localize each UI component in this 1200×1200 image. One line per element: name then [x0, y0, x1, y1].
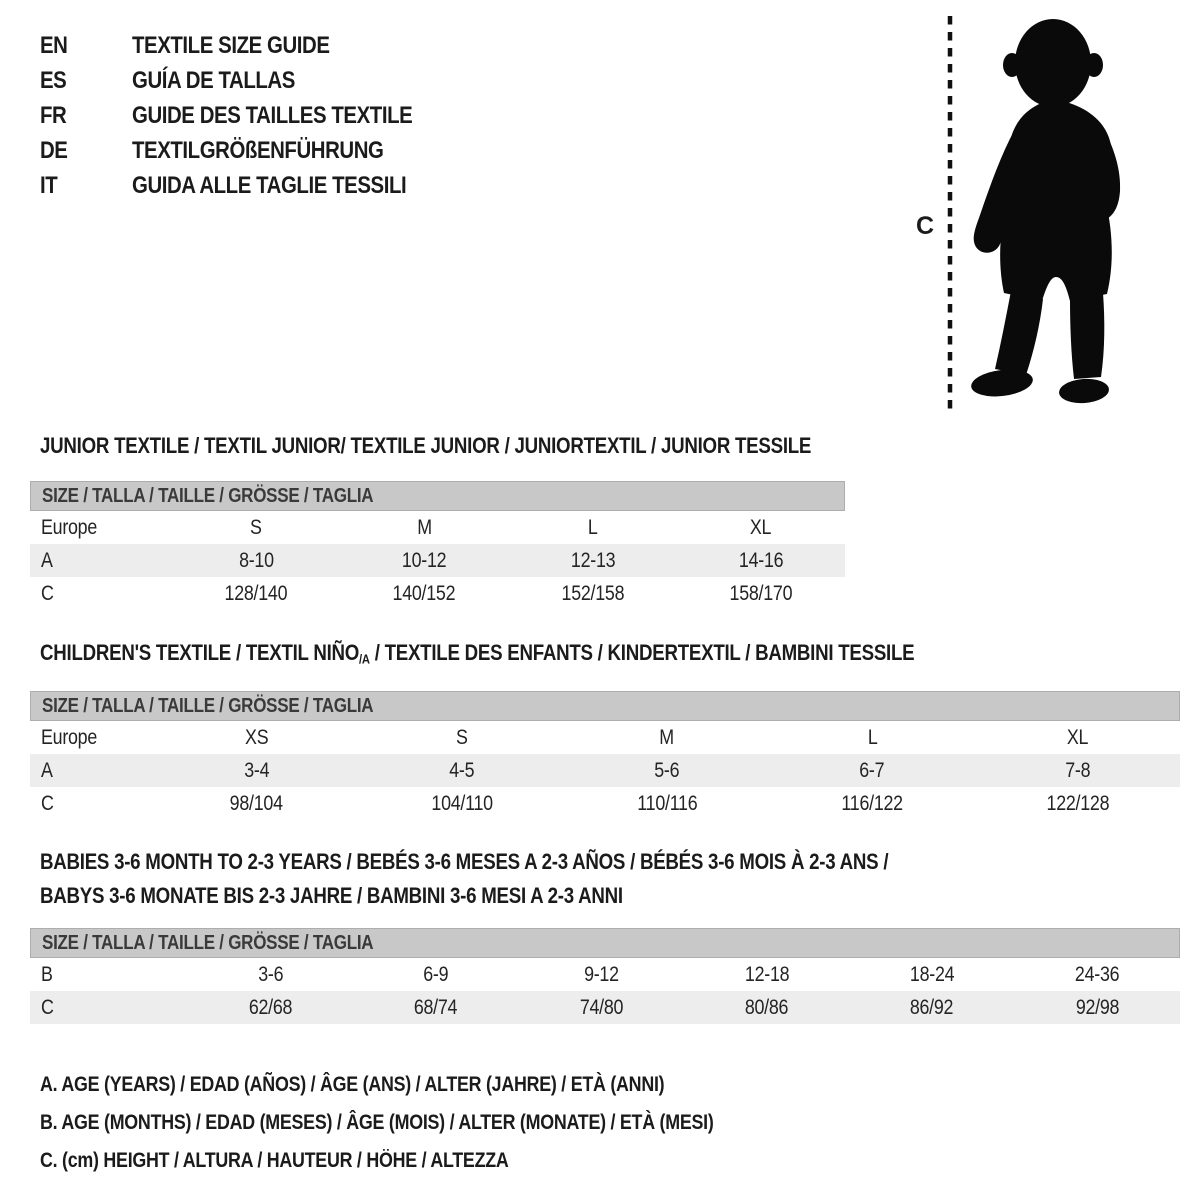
- cell: S: [250, 515, 262, 539]
- cell: 9-12: [583, 962, 619, 986]
- children-title-sub: /A: [359, 651, 370, 667]
- row-label: C: [41, 995, 54, 1019]
- row-label: A: [41, 758, 53, 782]
- cell: 68/74: [414, 995, 458, 1019]
- cell: 104/110: [431, 791, 493, 815]
- cell: 116/122: [841, 791, 903, 815]
- language-row-en: EN TEXTILE SIZE GUIDE: [40, 28, 462, 63]
- cell: 158/170: [729, 581, 793, 605]
- cell: 14-16: [738, 548, 784, 572]
- language-code: FR: [40, 101, 67, 129]
- language-row-it: IT GUIDA ALLE TAGLIE TESSILI: [40, 168, 462, 203]
- table-row: B 3-6 6-9 9-12 12-18 18-24 24-36: [30, 958, 1180, 991]
- toddler-silhouette-image: [971, 19, 1121, 404]
- language-row-de: DE TEXTILGRÖßENFÜHRUNG: [40, 133, 462, 168]
- cell: XL: [1066, 725, 1089, 749]
- cell: S: [455, 725, 468, 749]
- cell: M: [659, 725, 675, 749]
- note-age-years: A. AGE (YEARS) / EDAD (AÑOS) / ÂGE (ANS)…: [40, 1073, 665, 1096]
- language-title: TEXTILGRÖßENFÜHRUNG: [132, 136, 384, 164]
- language-code: DE: [40, 136, 68, 164]
- cell: 12-18: [744, 962, 789, 986]
- children-title-main: CHILDREN'S TEXTILE / TEXTIL NIÑO: [40, 640, 360, 665]
- cell: L: [867, 725, 878, 749]
- cell: 10-12: [402, 548, 447, 572]
- language-title: GUIDE DES TAILLES TEXTILE: [132, 101, 413, 129]
- cell: 6-7: [859, 758, 885, 782]
- size-header: SIZE / TALLA / TAILLE / GRÖSSE / TAGLIA: [42, 931, 374, 954]
- children-size-table: SIZE / TALLA / TAILLE / GRÖSSE / TAGLIA …: [30, 691, 1180, 820]
- language-code: ES: [40, 66, 67, 94]
- babies-section-title-line1: BABIES 3-6 MONTH TO 2-3 YEARS / BEBÉS 3-…: [40, 849, 889, 874]
- row-label: A: [41, 548, 53, 572]
- row-label: C: [41, 581, 54, 605]
- cell: 4-5: [449, 758, 475, 782]
- table-row: Europe XS S M L XL: [30, 721, 1180, 754]
- cell: 18-24: [909, 962, 955, 986]
- cell: 80/86: [744, 995, 789, 1019]
- language-row-es: ES GUÍA DE TALLAS: [40, 63, 462, 98]
- row-label: C: [41, 791, 54, 815]
- legend-notes: A. AGE (YEARS) / EDAD (AÑOS) / ÂGE (ANS)…: [40, 1066, 832, 1180]
- size-header: SIZE / TALLA / TAILLE / GRÖSSE / TAGLIA: [42, 694, 374, 717]
- cell: 7-8: [1064, 758, 1090, 782]
- cell: 3-4: [244, 758, 270, 782]
- language-title: TEXTILE SIZE GUIDE: [132, 31, 330, 59]
- cell: 24-36: [1075, 962, 1120, 986]
- height-measure-dashed-line: [947, 16, 953, 416]
- height-measure-label: C: [916, 212, 935, 240]
- table-row: C 98/104 104/110 110/116 116/122 122/128: [30, 787, 1180, 820]
- table-row: A 8-10 10-12 12-13 14-16: [30, 544, 845, 577]
- language-code: EN: [40, 31, 68, 59]
- cell: 140/152: [393, 581, 456, 605]
- cell: 86/92: [910, 995, 954, 1019]
- cell: 74/80: [579, 995, 624, 1019]
- cell: 152/158: [561, 581, 624, 605]
- junior-size-table: SIZE / TALLA / TAILLE / GRÖSSE / TAGLIA …: [30, 481, 845, 610]
- cell: 12-13: [570, 548, 615, 572]
- babies-section-title-line2: BABYS 3-6 MONATE BIS 2-3 JAHRE / BAMBINI…: [40, 883, 623, 908]
- cell: XL: [750, 515, 772, 539]
- row-label: B: [41, 962, 53, 986]
- note-height-cm: C. (cm) HEIGHT / ALTURA / HAUTEUR / HÖHE…: [40, 1149, 509, 1172]
- table-row: Europe S M L XL: [30, 511, 845, 544]
- children-title-rest: / TEXTILE DES ENFANTS / KINDERTEXTIL / B…: [369, 640, 915, 665]
- row-label: Europe: [41, 515, 98, 539]
- language-title: GUIDA ALLE TAGLIE TESSILI: [132, 171, 407, 199]
- cell: 122/128: [1046, 791, 1109, 815]
- language-title: GUÍA DE TALLAS: [132, 66, 295, 94]
- cell: 62/68: [248, 995, 293, 1019]
- cell: 92/98: [1075, 995, 1120, 1019]
- cell: 3-6: [258, 962, 284, 986]
- cell: L: [587, 515, 598, 539]
- children-section-title: CHILDREN'S TEXTILE / TEXTIL NIÑO/A / TEX…: [40, 640, 915, 671]
- language-row-fr: FR GUIDE DES TAILLES TEXTILE: [40, 98, 462, 133]
- cell: 98/104: [230, 791, 284, 815]
- row-label: Europe: [41, 725, 98, 749]
- junior-section-title: JUNIOR TEXTILE / TEXTIL JUNIOR/ TEXTILE …: [40, 433, 812, 458]
- table-row: C 62/68 68/74 74/80 80/86 86/92 92/98: [30, 991, 1180, 1024]
- babies-size-table: SIZE / TALLA / TAILLE / GRÖSSE / TAGLIA …: [30, 928, 1180, 1024]
- language-code: IT: [40, 171, 58, 199]
- table-row: A 3-4 4-5 5-6 6-7 7-8: [30, 754, 1180, 787]
- cell: M: [417, 515, 432, 539]
- language-title-list: EN TEXTILE SIZE GUIDE ES GUÍA DE TALLAS …: [40, 28, 462, 203]
- cell: 128/140: [224, 581, 288, 605]
- cell: XS: [244, 725, 269, 749]
- size-header: SIZE / TALLA / TAILLE / GRÖSSE / TAGLIA: [42, 484, 374, 507]
- cell: 6-9: [423, 962, 449, 986]
- cell: 110/116: [636, 791, 698, 815]
- cell: 5-6: [654, 758, 680, 782]
- cell: 8-10: [238, 548, 274, 572]
- note-age-months: B. AGE (MONTHS) / EDAD (MESES) / ÂGE (MO…: [40, 1111, 714, 1134]
- table-row: C 128/140 140/152 152/158 158/170: [30, 577, 845, 610]
